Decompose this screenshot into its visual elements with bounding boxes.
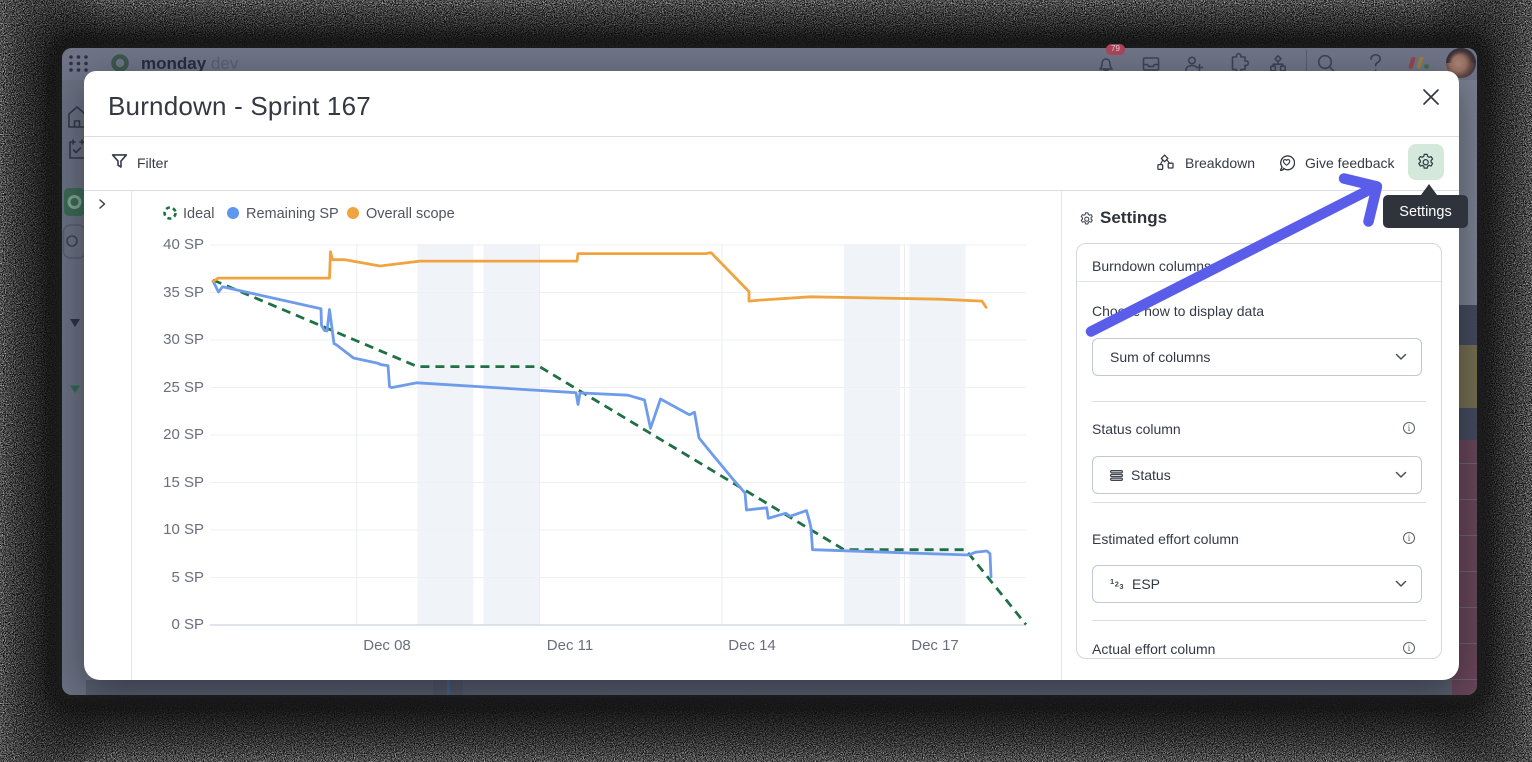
svg-text:3: 3: [1119, 582, 1123, 591]
svg-text:2: 2: [1115, 580, 1119, 589]
svg-text:1: 1: [1110, 577, 1114, 586]
